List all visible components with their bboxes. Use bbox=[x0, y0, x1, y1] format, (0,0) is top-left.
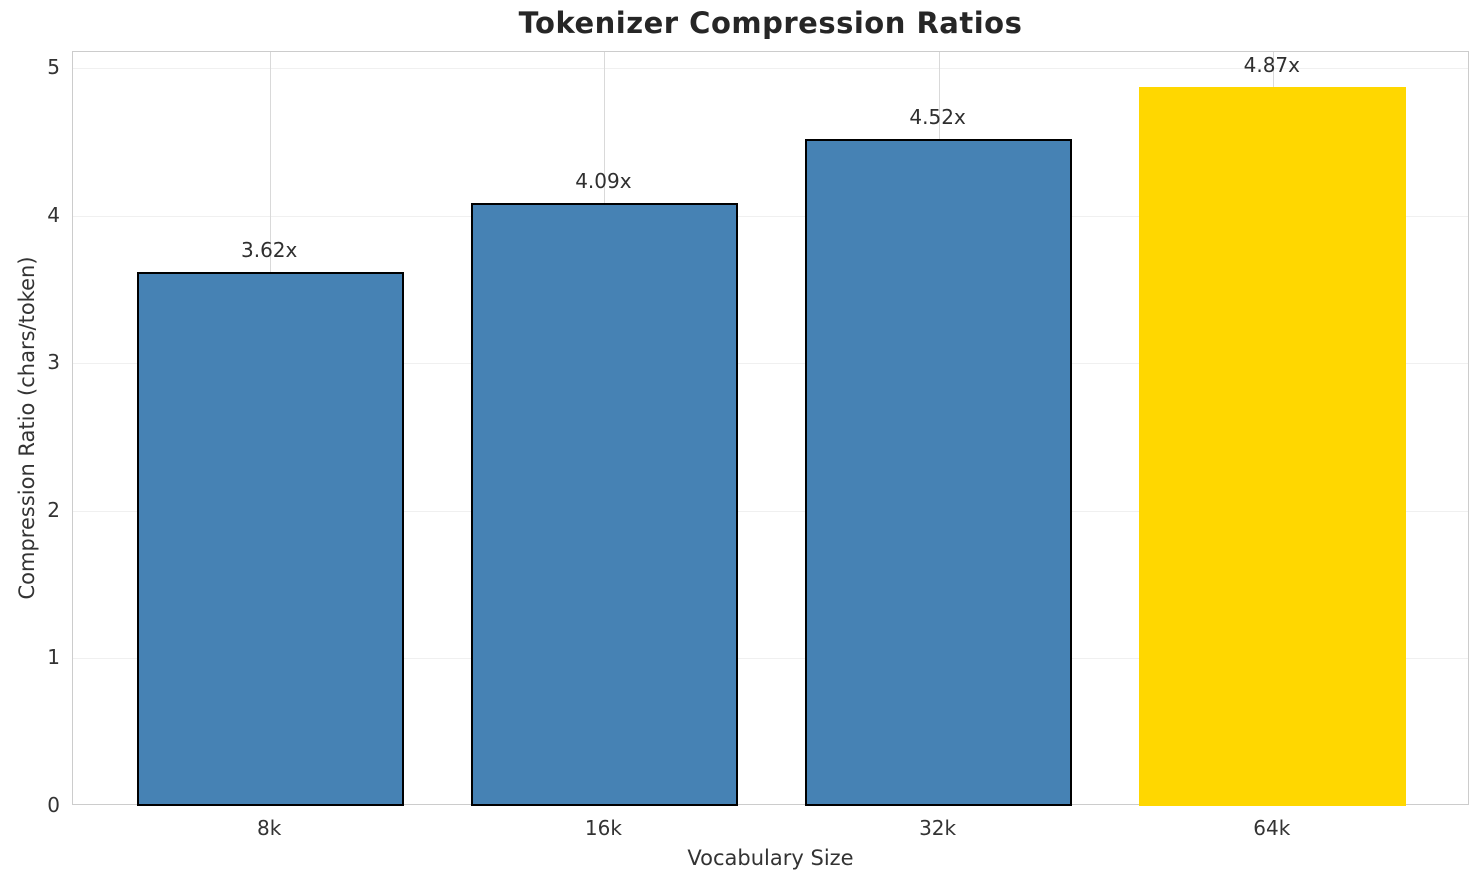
plot-area bbox=[72, 51, 1469, 806]
gridline-horizontal-y4 bbox=[73, 215, 1468, 217]
y-tick-label-4: 4 bbox=[47, 202, 60, 227]
y-tick-label-1: 1 bbox=[47, 645, 60, 670]
y-tick-label-3: 3 bbox=[47, 350, 60, 375]
bar-value-label-16k: 4.09x bbox=[575, 168, 632, 193]
bar-8k bbox=[136, 271, 404, 806]
bar-64k bbox=[1139, 87, 1407, 806]
y-tick-label-0: 0 bbox=[47, 793, 60, 817]
gridline-horizontal-y2 bbox=[73, 510, 1468, 512]
y-axis-label: Compression Ratio (chars/token) bbox=[15, 256, 39, 600]
y-tick-label-5: 5 bbox=[47, 55, 60, 80]
x-axis-label: Vocabulary Size bbox=[687, 846, 854, 870]
x-tick-label-8k: 8k bbox=[257, 816, 282, 840]
gridline-horizontal-y1 bbox=[73, 658, 1468, 660]
y-tick-label-2: 2 bbox=[47, 497, 60, 522]
bar-16k bbox=[470, 202, 739, 806]
x-tick-label-64k: 64k bbox=[1253, 816, 1291, 840]
x-tick-label-32k: 32k bbox=[919, 816, 957, 840]
bar-value-label-64k: 4.87x bbox=[1243, 53, 1300, 78]
chart-title: Tokenizer Compression Ratios bbox=[518, 6, 1023, 40]
gridline-horizontal-y5 bbox=[73, 68, 1468, 70]
bar-32k bbox=[804, 139, 1073, 806]
bar-value-label-8k: 3.62x bbox=[240, 237, 298, 262]
x-tick-label-16k: 16k bbox=[584, 816, 622, 840]
gridline-horizontal-y3 bbox=[73, 363, 1468, 365]
bar-value-label-32k: 4.52x bbox=[909, 105, 966, 130]
